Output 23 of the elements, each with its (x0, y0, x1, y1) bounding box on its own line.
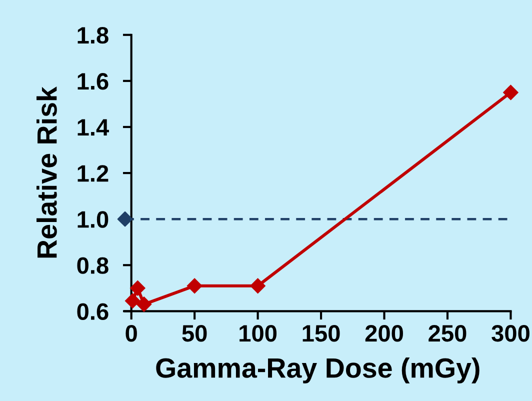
point (136, 296, 152, 312)
x-tick-label: 200 (365, 324, 403, 342)
x-tick-label: 0 (126, 324, 137, 342)
y-tick-label: 1.4 (78, 119, 109, 136)
y-tick-label: 0.8 (77, 257, 108, 274)
point (125, 293, 140, 308)
x-axis-title: Gamma-Ray Dose (mGy) (156, 357, 480, 384)
y-tick-label: 1.2 (78, 165, 108, 182)
x-tick-label: 300 (492, 324, 530, 342)
point (130, 280, 146, 296)
x-tick-label: 100 (240, 324, 277, 342)
x-tick-label: 50 (182, 324, 207, 342)
y-tick-label: 0.6 (77, 303, 108, 320)
point (187, 278, 202, 294)
y-axis-title: Relative Risk (36, 86, 57, 258)
point (503, 84, 518, 100)
y-tick-label: 1.8 (78, 26, 108, 44)
x-tick-label: 150 (302, 324, 340, 342)
point (250, 278, 266, 294)
y-tick-label: 1.0 (78, 211, 108, 228)
x-tick-label: 250 (428, 324, 466, 342)
point (117, 211, 133, 227)
y-tick-label: 1.6 (78, 73, 108, 90)
